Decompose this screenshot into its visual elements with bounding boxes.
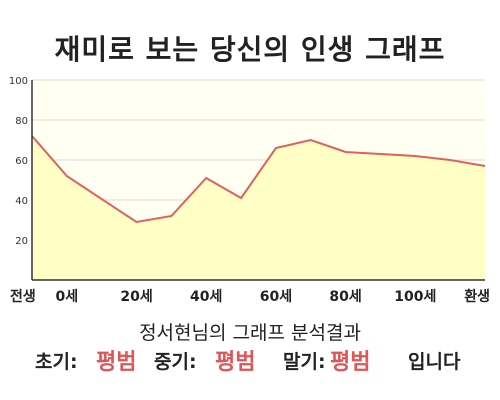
- x-tick-label: 0세: [56, 289, 79, 305]
- y-tick-label: 100: [9, 76, 28, 87]
- x-tick-label: 40세: [190, 289, 222, 305]
- y-tick-label: 60: [15, 156, 28, 167]
- late-value: 평범: [330, 350, 371, 375]
- series-line: [31, 135, 486, 224]
- x-tick-label: 60세: [260, 289, 292, 305]
- x-tick-label: 20세: [120, 289, 152, 305]
- middle-label: 중기:: [154, 351, 197, 373]
- early-value: 평범: [96, 350, 137, 375]
- late-label: 말기:: [283, 351, 326, 373]
- y-tick-label: 80: [15, 116, 28, 127]
- x-tick-label: 환생: [464, 288, 490, 305]
- ending-text: 입니다: [408, 351, 461, 373]
- early-label: 초기:: [35, 351, 78, 373]
- x-tick-label: 100세: [394, 289, 436, 305]
- x-tick-label: 80세: [329, 289, 361, 305]
- analysis-caption: 정서현님의 그래프 분석결과: [139, 322, 361, 344]
- y-tick-label: 20: [15, 236, 28, 247]
- x-tick-label: 전생: [10, 288, 36, 305]
- chart-title: 재미로 보는 당신의 인생 그래프: [54, 33, 446, 66]
- y-tick-label: 40: [15, 196, 28, 207]
- series-area: [32, 136, 485, 280]
- middle-value: 평범: [215, 350, 256, 375]
